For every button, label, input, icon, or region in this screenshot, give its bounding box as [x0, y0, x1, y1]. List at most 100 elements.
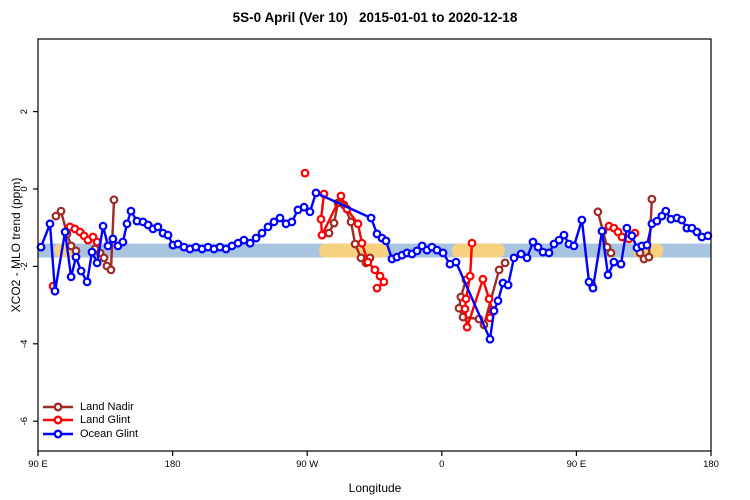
series-land-nadir-point	[644, 252, 654, 262]
series-ocean-glint-point	[82, 277, 92, 287]
series-land-glint-point	[379, 277, 389, 287]
legend: Land Nadir Land Glint Ocean Glint	[42, 400, 138, 441]
series-ocean-glint-point	[108, 234, 118, 244]
series-land-glint-point	[375, 271, 385, 281]
series-land-nadir-point	[356, 253, 366, 263]
series-ocean-glint-point	[677, 215, 687, 225]
y-tick-label: 0	[19, 186, 30, 191]
series-land-glint-point	[484, 294, 494, 304]
series-ocean-glint-point	[642, 240, 652, 250]
series-land-glint-point	[336, 191, 346, 201]
series-ocean-glint-point	[588, 283, 598, 293]
series-ocean-glint-point	[50, 286, 60, 296]
series-ocean-glint-point	[275, 213, 285, 223]
series-land-glint-point	[478, 274, 488, 284]
chart-title: 5S-0 April (Ver 10) 2015-01-01 to 2020-1…	[232, 10, 518, 25]
series-land-glint-point	[462, 322, 472, 332]
series-land-glint-point	[316, 214, 326, 224]
x-tick-label: 180	[703, 459, 719, 470]
series-ocean-glint-point	[451, 257, 461, 267]
series-land-glint-point	[370, 265, 380, 275]
series-land-nadir-point	[51, 211, 61, 221]
series-land-nadir-point	[106, 265, 116, 275]
x-tick-label: 90 E	[567, 459, 587, 470]
series-ocean-glint-point	[489, 306, 499, 316]
series-ocean-glint-point	[522, 253, 532, 263]
series-ocean-glint-point	[87, 247, 97, 257]
series-ocean-glint-point	[287, 217, 297, 227]
series-land-glint-point	[467, 238, 477, 248]
y-tick-label: -6	[19, 417, 30, 425]
series-ocean-glint-point	[485, 334, 495, 344]
series-ocean-glint-point	[60, 227, 70, 237]
series-ocean-glint-point	[126, 206, 136, 216]
series-land-nadir-point	[606, 248, 616, 258]
series-land-glint-point	[317, 230, 327, 240]
series-ocean-glint-point	[616, 259, 626, 269]
series-land-glint-point	[300, 168, 310, 178]
series-ocean-glint-point	[509, 253, 519, 263]
series-ocean-glint-point	[311, 188, 321, 198]
series-ocean-glint-point	[438, 248, 448, 258]
series-ocean-glint-point	[98, 221, 108, 231]
series-land-nadir-point	[56, 206, 66, 216]
x-tick-label: 90 E	[28, 459, 48, 470]
legend-label: Land Glint	[80, 414, 131, 427]
series-land-glint-point	[357, 238, 367, 248]
series-land-nadir-point	[494, 265, 504, 275]
series-ocean-glint-point	[661, 206, 671, 216]
land-band-segment	[452, 243, 505, 258]
series-ocean-glint-point	[305, 207, 315, 217]
series-ocean-glint-point	[493, 296, 503, 306]
x-tick-label: 180	[165, 459, 181, 470]
legend-label: Ocean Glint	[80, 427, 139, 440]
x-axis-label: Longitude	[348, 481, 402, 495]
plot-frame	[37, 38, 712, 452]
series-ocean-glint-point	[516, 249, 526, 259]
series-land-glint-point	[461, 294, 471, 304]
series-ocean-glint-point	[569, 241, 579, 251]
legend-label: Land Nadir	[80, 400, 134, 413]
series-ocean-glint-point	[554, 235, 564, 245]
series-ocean-glint-point	[153, 222, 163, 232]
series-ocean-glint-point	[559, 230, 569, 240]
series-ocean-glint-point	[544, 248, 554, 258]
legend-marker-icon	[43, 402, 73, 412]
series-ocean-glint-point	[603, 270, 613, 280]
series-ocean-glint-point	[103, 241, 113, 251]
series-land-glint-point	[460, 304, 470, 314]
series-land-glint-point	[372, 283, 382, 293]
legend-item-land-glint: Land Glint	[42, 414, 138, 428]
series-land-glint-point	[363, 257, 373, 267]
series-ocean-glint-point	[366, 213, 376, 223]
series-ocean-glint-point	[622, 223, 632, 233]
series-ocean-glint-point	[245, 238, 255, 248]
series-ocean-glint-point	[503, 280, 513, 290]
series-ocean-glint-point	[597, 226, 607, 236]
series-ocean-glint-point	[528, 237, 538, 247]
series-land-nadir-point	[647, 194, 657, 204]
y-tick-label: 2	[19, 109, 30, 114]
series-ocean-glint-point	[609, 257, 619, 267]
series-ocean-glint-point	[652, 216, 662, 226]
legend-marker-icon	[43, 415, 73, 425]
legend-item-land-nadir: Land Nadir	[42, 400, 138, 414]
series-ocean-glint-point	[703, 231, 713, 241]
series-land-glint-point	[353, 219, 363, 229]
series-land-nadir-point	[350, 239, 360, 249]
series-land-nadir-point	[329, 218, 339, 228]
series-ocean-glint-point	[71, 252, 81, 262]
series-land-nadir-point	[500, 258, 510, 268]
series-ocean-glint-point	[66, 272, 76, 282]
series-ocean-glint-point	[45, 219, 55, 229]
x-tick-label: 90 W	[296, 459, 318, 470]
series-ocean-glint-point	[412, 246, 422, 256]
series-ocean-glint-point	[577, 215, 587, 225]
y-tick-label: -4	[19, 340, 30, 348]
y-tick-label: -2	[19, 262, 30, 270]
series-land-nadir-point	[593, 207, 603, 217]
series-ocean-glint-point	[381, 236, 391, 246]
y-axis-label: XCO2 - MLO trend (ppm)	[9, 177, 23, 313]
